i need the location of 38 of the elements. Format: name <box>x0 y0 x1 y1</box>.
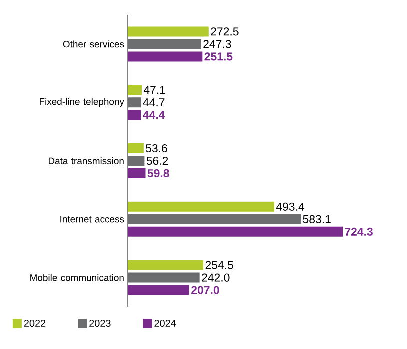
y-tick-label: Fixed-line telephony <box>40 98 124 108</box>
bar <box>128 168 146 179</box>
data-label: 56.2 <box>146 156 168 166</box>
bar <box>128 156 145 166</box>
data-label: 493.4 <box>276 202 304 211</box>
bar <box>128 272 200 283</box>
data-label: 207.0 <box>192 286 220 294</box>
bar <box>128 52 203 62</box>
y-tick-label: Other services <box>63 40 124 48</box>
bar <box>128 144 144 154</box>
bar <box>128 85 142 96</box>
legend-label: 2024 <box>154 320 176 327</box>
data-label: 44.7 <box>143 98 165 107</box>
data-label: 53.6 <box>146 144 168 153</box>
data-label: 724.3 <box>345 228 373 236</box>
data-label: 251.5 <box>204 52 233 61</box>
bar <box>128 214 302 224</box>
bar <box>128 110 142 120</box>
data-label: 247.3 <box>204 40 232 48</box>
y-tick-label: Mobile communication <box>30 274 124 282</box>
data-label: 242.0 <box>202 274 230 282</box>
bar <box>128 26 209 37</box>
data-label: 583.1 <box>303 215 331 224</box>
bar <box>128 226 343 237</box>
bar <box>128 39 202 50</box>
data-label: 47.1 <box>144 86 166 94</box>
bar <box>128 98 142 108</box>
data-label: 59.8 <box>148 169 170 178</box>
y-tick-label: Internet access <box>60 216 124 223</box>
data-label: 44.4 <box>143 111 166 120</box>
legend-label: 2022 <box>24 320 46 327</box>
bar <box>128 285 190 296</box>
legend-label: 2023 <box>90 320 111 327</box>
bar <box>128 202 274 212</box>
data-label: 272.5 <box>211 28 239 36</box>
data-label: 254.5 <box>206 261 234 270</box>
bar <box>128 260 204 270</box>
y-tick-label: Data transmission <box>48 158 124 164</box>
